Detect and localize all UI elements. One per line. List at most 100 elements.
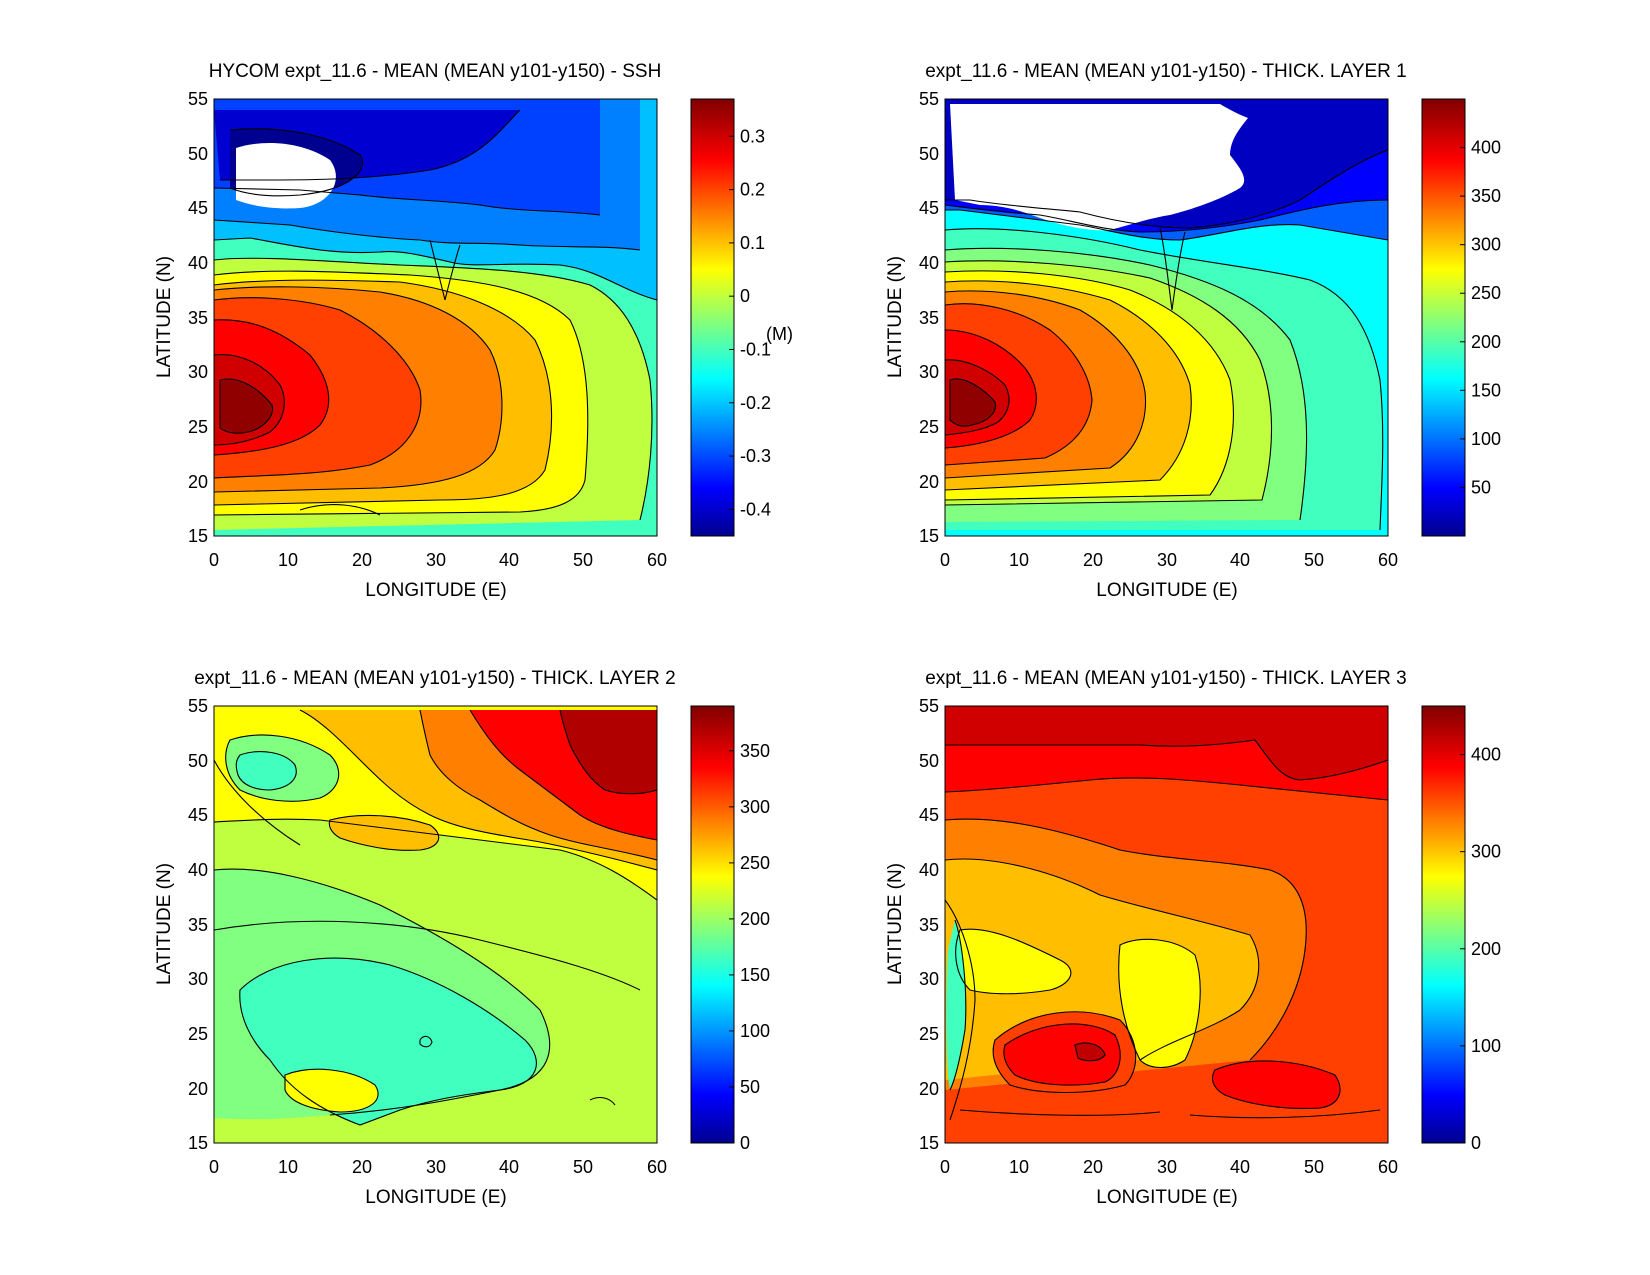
y-tick-label: 15	[188, 526, 208, 546]
y-tick-label: 50	[919, 144, 939, 164]
colorbar-tick-label: 200	[1471, 939, 1501, 959]
colorbar-tick-label: 400	[1471, 745, 1501, 765]
y-tick-label: 15	[919, 1133, 939, 1153]
colorbar-tick-label: 0.3	[740, 126, 765, 146]
x-tick-label: 30	[426, 1157, 446, 1177]
y-tick-label: 25	[188, 1024, 208, 1044]
x-tick-label: 20	[352, 550, 372, 570]
y-tick-label: 45	[919, 198, 939, 218]
colorbar-tick-label: 50	[1471, 477, 1491, 497]
y-tick-label: 30	[919, 362, 939, 382]
x-tick-label: 20	[1083, 1157, 1103, 1177]
x-axis: 0 10 20 30 40 50 60 LONGITUDE (E)	[940, 1157, 1398, 1208]
colorbar-tick-label: 150	[740, 965, 770, 985]
y-tick-label: 55	[188, 696, 208, 716]
y-axis-label: LATITUDE (N)	[154, 863, 175, 985]
x-tick-label: 50	[573, 550, 593, 570]
colorbar-tick-label: 100	[740, 1021, 770, 1041]
y-tick-label: 30	[188, 362, 208, 382]
x-axis-label: LONGITUDE (E)	[365, 580, 506, 601]
x-tick-label: 50	[573, 1157, 593, 1177]
colorbar-unit-label: (M)	[766, 324, 793, 344]
y-tick-label: 40	[188, 860, 208, 880]
y-tick-label: 20	[919, 1079, 939, 1099]
y-tick-label: 40	[919, 253, 939, 273]
panel-thick-layer-3: expt_11.6 - MEAN (MEAN y101-y150) - THIC…	[885, 668, 1501, 1208]
colorbar-tick-label: -0.1	[740, 339, 771, 359]
y-tick-label: 50	[188, 751, 208, 771]
y-tick-label: 35	[919, 915, 939, 935]
panel-thick-layer-1: expt_11.6 - MEAN (MEAN y101-y150) - THIC…	[885, 61, 1501, 601]
x-tick-label: 60	[647, 1157, 667, 1177]
chart-title: HYCOM expt_11.6 - MEAN (MEAN y101-y150) …	[209, 61, 662, 82]
plot-frame	[213, 705, 658, 1144]
x-tick-label: 20	[352, 1157, 372, 1177]
colorbar-tick-label: 100	[1471, 429, 1501, 449]
x-tick-label: 60	[1378, 1157, 1398, 1177]
colorbar-tick-label: 0	[1471, 1133, 1481, 1153]
colorbar-gradient	[690, 705, 735, 1144]
contour-field	[945, 99, 1388, 536]
colorbar-gradient	[690, 98, 735, 537]
y-tick-label: 20	[919, 472, 939, 492]
colorbar-tick-label: 100	[1471, 1036, 1501, 1056]
colorbar-tick-label: 300	[740, 797, 770, 817]
y-tick-label: 40	[188, 253, 208, 273]
y-tick-label: 55	[188, 89, 208, 109]
y-tick-label: 50	[919, 751, 939, 771]
x-tick-label: 40	[499, 550, 519, 570]
colorbar-gradient	[1421, 705, 1466, 1144]
plot-frame	[944, 98, 1389, 537]
colorbar-tick-label: 0.2	[740, 180, 765, 200]
y-tick-label: 15	[919, 526, 939, 546]
colorbar-tick-label: -0.3	[740, 446, 771, 466]
chart-title: expt_11.6 - MEAN (MEAN y101-y150) - THIC…	[925, 668, 1407, 689]
colorbar: -0.4 -0.3 -0.2 -0.1 0 0.1 0.2 0.3 (M)	[690, 98, 793, 537]
y-axis: 15 20 25 30 35 40 45 50 55 LATITUDE (N)	[885, 89, 939, 546]
colorbar: 0 100 200 300 400	[1421, 705, 1501, 1153]
x-axis-label: LONGITUDE (E)	[1096, 1187, 1237, 1208]
x-axis: 0 10 20 30 40 50 60 LONGITUDE (E)	[209, 550, 667, 601]
y-tick-label: 35	[919, 308, 939, 328]
x-axis: 0 10 20 30 40 50 60 LONGITUDE (E)	[209, 1157, 667, 1208]
colorbar: 50 100 150 200 250 300 350 400	[1421, 98, 1501, 537]
colorbar-tick-label: 50	[740, 1077, 760, 1097]
y-tick-label: 20	[188, 1079, 208, 1099]
x-tick-label: 30	[1157, 550, 1177, 570]
y-tick-label: 50	[188, 144, 208, 164]
x-tick-label: 10	[278, 550, 298, 570]
chart-title: expt_11.6 - MEAN (MEAN y101-y150) - THIC…	[194, 668, 676, 689]
y-tick-label: 55	[919, 696, 939, 716]
colorbar-tick-label: -0.4	[740, 499, 771, 519]
x-tick-label: 10	[278, 1157, 298, 1177]
y-axis: 15 20 25 30 35 40 45 50 55 LATITUDE (N)	[885, 696, 939, 1153]
x-tick-label: 40	[499, 1157, 519, 1177]
colorbar-tick-label: 0	[740, 1133, 750, 1153]
y-tick-label: 40	[919, 860, 939, 880]
y-tick-label: 45	[919, 805, 939, 825]
x-tick-label: 50	[1304, 1157, 1324, 1177]
x-tick-label: 50	[1304, 550, 1324, 570]
contour-field	[945, 706, 1388, 1143]
x-tick-label: 10	[1009, 1157, 1029, 1177]
colorbar-tick-label: 0.1	[740, 233, 765, 253]
x-tick-label: 30	[426, 550, 446, 570]
y-tick-label: 30	[919, 969, 939, 989]
y-tick-label: 45	[188, 198, 208, 218]
y-tick-label: 20	[188, 472, 208, 492]
x-axis: 0 10 20 30 40 50 60 LONGITUDE (E)	[940, 550, 1398, 601]
colorbar-tick-label: 300	[1471, 235, 1501, 255]
y-tick-label: 25	[919, 417, 939, 437]
x-axis-label: LONGITUDE (E)	[365, 1187, 506, 1208]
y-tick-label: 55	[919, 89, 939, 109]
y-axis: 15 20 25 30 35 40 45 50 55 LATITUDE (N)	[154, 696, 208, 1153]
y-tick-label: 45	[188, 805, 208, 825]
colorbar-tick-label: 350	[1471, 186, 1501, 206]
y-tick-label: 35	[188, 308, 208, 328]
colorbar-tick-label: 350	[740, 741, 770, 761]
colorbar-tick-label: 150	[1471, 380, 1501, 400]
y-axis-label: LATITUDE (N)	[154, 256, 175, 378]
y-tick-label: 25	[919, 1024, 939, 1044]
panel-thick-layer-2: expt_11.6 - MEAN (MEAN y101-y150) - THIC…	[154, 668, 770, 1208]
